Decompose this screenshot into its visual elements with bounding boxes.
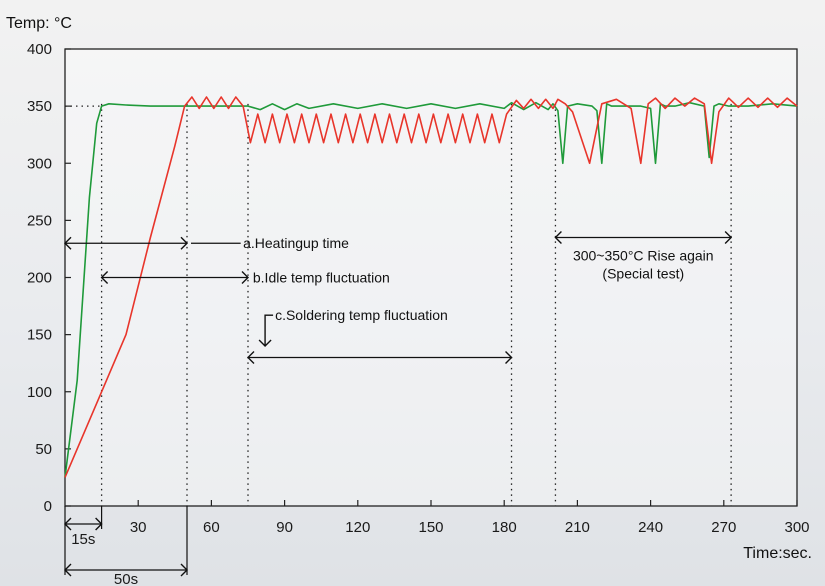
green-series-line bbox=[64, 101, 798, 478]
annotations: a.Heatingup time b.Idle temp fluctuation c… bbox=[64, 231, 733, 586]
time-markers bbox=[100, 103, 732, 506]
y-tick-label: 100 bbox=[27, 384, 52, 401]
y-tick-label: 0 bbox=[44, 498, 52, 515]
x-tick-label: 240 bbox=[638, 519, 663, 536]
x-tick-label: 150 bbox=[418, 519, 443, 536]
y-tick-label: 250 bbox=[27, 212, 52, 229]
arrow-head-right bbox=[724, 231, 733, 245]
y-axis-title: Temp: °C bbox=[6, 15, 72, 32]
bracket-label: 50s bbox=[114, 571, 138, 586]
x-tick-label: 210 bbox=[565, 519, 590, 536]
data-series bbox=[64, 96, 798, 478]
arrow-head-left bbox=[247, 350, 255, 364]
x-tick-label: 180 bbox=[492, 519, 517, 536]
red-series-line bbox=[64, 96, 798, 478]
annotation-sublabel: (Special test) bbox=[602, 266, 684, 282]
x-tick-label: 30 bbox=[130, 519, 147, 536]
annotation-label: c.Soldering temp fluctuation bbox=[275, 307, 448, 323]
annotation-label: 300~350°C Rise again bbox=[573, 248, 714, 264]
y-tick-label: 400 bbox=[27, 41, 52, 58]
arrow-head-left bbox=[554, 231, 562, 245]
arrow-head-right bbox=[241, 271, 249, 284]
annotation-label: b.Idle temp fluctuation bbox=[253, 270, 390, 286]
x-tick-label: 90 bbox=[276, 519, 293, 536]
arrow-head-right bbox=[180, 236, 188, 250]
x-tick-label: 300 bbox=[784, 519, 809, 536]
arrow-head-left bbox=[100, 271, 109, 284]
arrow-head-right bbox=[505, 350, 513, 364]
y-tick-label: 150 bbox=[27, 327, 52, 344]
annotation-pointer bbox=[264, 314, 274, 347]
arrow-head-down bbox=[258, 339, 272, 348]
x-tick-label: 270 bbox=[711, 519, 736, 536]
x-axis-title: Time:sec. bbox=[743, 545, 812, 562]
y-tick-label: 50 bbox=[35, 441, 52, 458]
y-tick-label: 200 bbox=[27, 270, 52, 287]
bracket-label: 15s bbox=[71, 531, 95, 548]
y-tick-label: 350 bbox=[27, 98, 52, 115]
y-tick-label: 300 bbox=[27, 155, 52, 172]
arrow-head-left bbox=[64, 236, 72, 250]
x-tick-label: 120 bbox=[345, 519, 370, 536]
annotation-label: a.Heatingup time bbox=[243, 235, 349, 251]
tick-labels: 0 50 100 150 200 250 300 350 400 30 60 90 120 150 180 2… bbox=[27, 41, 810, 536]
x-tick-label: 60 bbox=[203, 519, 220, 536]
